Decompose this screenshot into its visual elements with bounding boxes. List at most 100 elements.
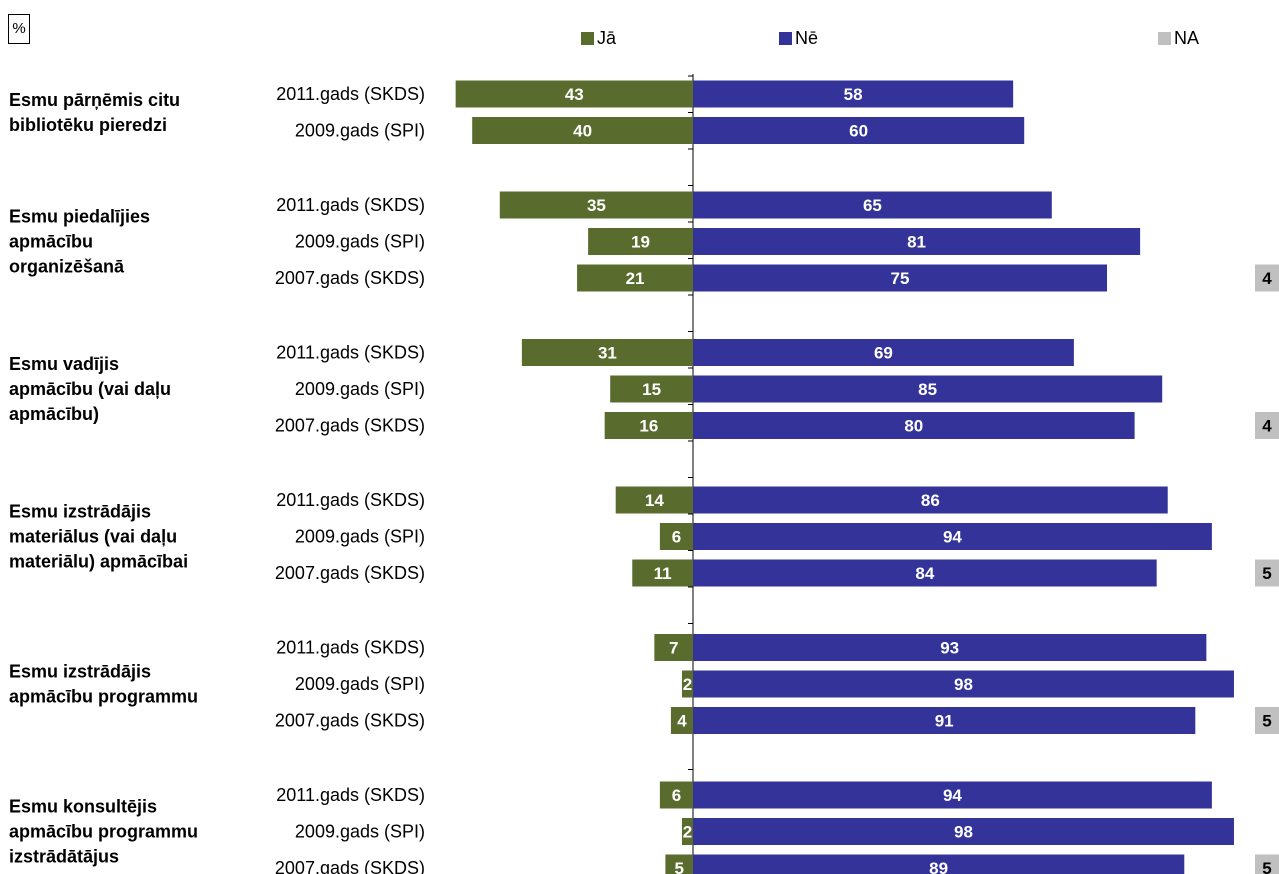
data-label-ja: 2 bbox=[683, 675, 692, 694]
row-label: 2007.gads (SKDS) bbox=[275, 416, 425, 436]
data-label-ja: 16 bbox=[639, 417, 658, 436]
row-label: 2011.gads (SKDS) bbox=[276, 343, 425, 363]
row-label: 2009.gads (SPI) bbox=[295, 822, 425, 842]
row-label: 2009.gads (SPI) bbox=[295, 527, 425, 547]
legend-label-ja: Jā bbox=[597, 28, 617, 48]
bar-ja bbox=[521, 339, 693, 366]
data-label-ja: 2 bbox=[683, 823, 692, 842]
data-label-ja: 6 bbox=[672, 528, 681, 547]
legend-item-na: NA bbox=[1158, 28, 1199, 49]
bar-na bbox=[1255, 412, 1279, 439]
data-label-na: 4 bbox=[1262, 417, 1272, 436]
bar-ja bbox=[577, 264, 693, 292]
bar-ja bbox=[665, 854, 693, 874]
group-label: Esmu konsultējis apmācību programmu izstrā… bbox=[9, 797, 198, 867]
bar-ne bbox=[693, 781, 1212, 809]
bar-ja bbox=[681, 670, 693, 698]
legend-swatch-ne bbox=[779, 32, 792, 45]
data-label-ja: 21 bbox=[626, 269, 645, 288]
bar-ne bbox=[693, 191, 1052, 219]
bar-ne bbox=[693, 339, 1074, 366]
data-label-na: 5 bbox=[1262, 859, 1271, 874]
bar-ne bbox=[693, 634, 1207, 661]
data-label-ne: 94 bbox=[943, 786, 962, 805]
data-label-ne: 69 bbox=[874, 344, 893, 363]
row-label: 2009.gads (SPI) bbox=[295, 674, 425, 694]
group-label-line: Esmu pārņēmis citu bbox=[9, 90, 180, 110]
data-label-ne: 75 bbox=[891, 269, 910, 288]
group-label-line: materiālus (vai daļu bbox=[9, 527, 177, 547]
bar-na bbox=[1255, 707, 1279, 734]
bar-ne bbox=[693, 670, 1234, 698]
bar-ne bbox=[693, 228, 1141, 255]
data-label-ja: 43 bbox=[565, 85, 584, 104]
data-label-ne: 89 bbox=[929, 859, 948, 874]
data-label-ja: 6 bbox=[672, 786, 681, 805]
data-label-na: 5 bbox=[1262, 712, 1271, 731]
bar-ja bbox=[670, 707, 693, 734]
group-label: Esmu piedalījies apmācību organizēšanā bbox=[9, 207, 150, 277]
row-label: 2009.gads (SPI) bbox=[295, 232, 425, 252]
data-label-ne: 98 bbox=[954, 675, 973, 694]
bar-na bbox=[1255, 264, 1279, 292]
row-label: 2011.gads (SKDS) bbox=[276, 490, 425, 510]
row-label: 2011.gads (SKDS) bbox=[276, 785, 425, 805]
group-label: Esmu vadījis apmācību (vai daļu apmācību) bbox=[9, 354, 171, 424]
bar-ja bbox=[659, 781, 693, 809]
row-label: 2009.gads (SPI) bbox=[295, 379, 425, 399]
group-label: Esmu izstrādājis apmācību programmu bbox=[9, 662, 198, 707]
group-label-line: apmācību (vai daļu bbox=[9, 379, 171, 399]
data-label-ja: 15 bbox=[642, 380, 661, 399]
data-label-ne: 58 bbox=[844, 85, 863, 104]
bar-ja bbox=[499, 191, 693, 219]
group-label-line: Esmu izstrādājis bbox=[9, 502, 151, 522]
bar-ja bbox=[615, 486, 693, 514]
unit-label: % bbox=[8, 14, 30, 44]
data-label-ja: 19 bbox=[631, 233, 650, 252]
data-label-ne: 60 bbox=[849, 122, 868, 141]
data-label-ne: 81 bbox=[907, 233, 926, 252]
data-label-ne: 91 bbox=[935, 712, 954, 731]
group-label-line: apmācību programmu bbox=[9, 822, 198, 842]
group-label-line: Esmu konsultējis bbox=[9, 797, 157, 817]
group-label-line: Esmu piedalījies bbox=[9, 207, 150, 227]
data-label-ne: 94 bbox=[943, 528, 962, 547]
data-label-ja: 7 bbox=[669, 639, 678, 658]
bar-ne bbox=[693, 707, 1196, 734]
bar-ja bbox=[610, 375, 693, 403]
data-label-ne: 98 bbox=[954, 823, 973, 842]
data-label-ja: 35 bbox=[587, 196, 606, 215]
bar-ja bbox=[472, 117, 693, 144]
data-label-ja: 4 bbox=[677, 712, 687, 731]
data-label-ja: 40 bbox=[573, 122, 592, 141]
data-label-ne: 86 bbox=[921, 491, 940, 510]
bar-ne bbox=[693, 375, 1163, 403]
data-label-na: 4 bbox=[1262, 269, 1272, 288]
bar-ja bbox=[588, 228, 693, 255]
legend-item-ja: Jā bbox=[581, 28, 616, 49]
row-label: 2007.gads (SKDS) bbox=[275, 711, 425, 731]
data-label-ja: 31 bbox=[598, 344, 617, 363]
group-label-line: bibliotēku pieredzi bbox=[9, 115, 167, 135]
data-label-ne: 85 bbox=[918, 380, 937, 399]
bar-na bbox=[1255, 559, 1279, 587]
group-label-line: apmācību programmu bbox=[9, 687, 198, 707]
row-label: 2011.gads (SKDS) bbox=[276, 84, 425, 104]
row-label: 2007.gads (SKDS) bbox=[275, 563, 425, 583]
row-label: 2007.gads (SKDS) bbox=[275, 268, 425, 288]
legend-swatch-ja bbox=[581, 32, 594, 45]
group-label-line: Esmu izstrādājis bbox=[9, 662, 151, 682]
data-label-ja: 5 bbox=[674, 859, 683, 874]
group-label-line: Esmu vadījis bbox=[9, 354, 119, 374]
group-label-line: apmācību) bbox=[9, 404, 99, 424]
bar-ja bbox=[604, 412, 693, 439]
bar-ne bbox=[693, 264, 1107, 292]
bar-ne bbox=[693, 854, 1185, 874]
data-label-na: 5 bbox=[1262, 564, 1271, 583]
bar-ja bbox=[654, 634, 693, 661]
data-label-ne: 80 bbox=[904, 417, 923, 436]
data-label-ja: 11 bbox=[654, 564, 672, 583]
bar-na bbox=[1255, 854, 1279, 874]
